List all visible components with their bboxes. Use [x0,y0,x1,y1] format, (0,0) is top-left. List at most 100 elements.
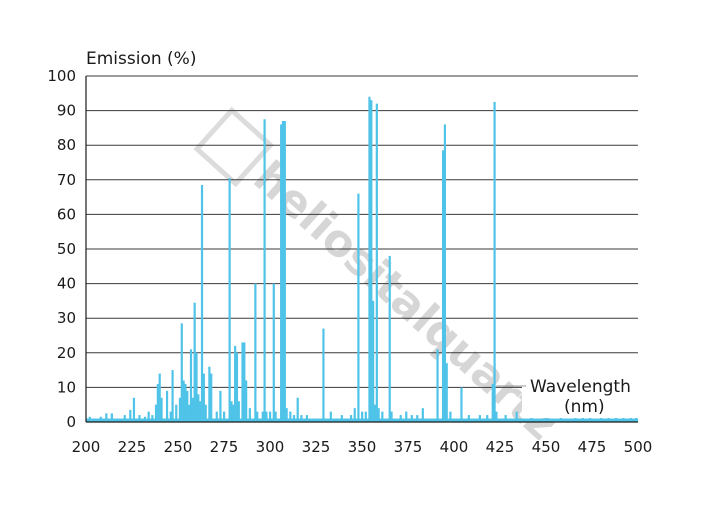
emission-line-bar [204,404,207,422]
grid-layer: 0 10 20 30 40 50 60 70 80 90 100 200 225 250 275 300 325… [47,67,652,456]
emission-line-bar [449,411,452,422]
emission-line-bar [504,415,507,422]
emission-line-bar [202,373,205,422]
x-axis-label-line1: Wavelength [530,377,631,397]
emission-line-bar [305,415,308,422]
emission-line-bar [263,119,266,422]
emission-line-bar [265,411,268,422]
y-axis-label: Emission (%) [86,49,196,69]
emission-line-bar [329,411,332,422]
emission-line-bar [195,352,198,422]
y-tick-label: 90 [57,102,76,120]
emission-line-bar [515,411,518,422]
emission-line-bar [322,328,325,422]
emission-line-bar [123,415,126,422]
x-tick-label: 200 [72,438,101,456]
emission-line-bar [256,411,259,422]
emission-line-bar [88,416,91,422]
emission-line-bar [421,408,424,422]
emission-line-bar [486,415,489,422]
emission-line-bar [377,408,380,422]
watermark: heliositalquartz [193,106,568,451]
emission-line-bar [296,397,299,422]
emission-line-bar [154,404,158,422]
emission-line-bar [349,415,353,422]
emission-line-bar [94,418,97,422]
emission-line-bar [368,96,371,422]
emission-line-bar [372,300,375,422]
emission-line-bar [399,415,402,422]
emission-line-bar [151,415,154,422]
x-tick-label: 225 [118,438,147,456]
emission-line-bar [364,411,367,422]
emission-line-bar [228,178,231,422]
emission-line-bar [405,411,408,422]
emission-line-bar [285,408,288,422]
emission-line-bar [416,415,419,422]
emission-line-bar [361,411,364,422]
emission-line-bar [219,390,222,422]
emission-line-bar [381,411,384,422]
emission-line-bar [143,416,147,422]
emission-line-bar [210,373,213,422]
emission-line-bar [99,416,102,422]
emission-line-bar [410,415,413,422]
emission-line-bar [175,404,178,422]
emission-line-bar [545,415,548,422]
emission-line-bar [186,390,189,422]
emission-line-bar [340,415,343,422]
y-tick-label: 10 [57,378,76,396]
emission-line-bar [495,411,498,422]
emission-line-bar [132,397,136,422]
y-tick-label: 80 [57,136,76,154]
emission-line-bar [283,120,286,422]
emission-line-bar [234,345,237,422]
x-tick-label: 325 [302,438,331,456]
y-tick-label: 50 [57,240,76,258]
x-axis-label: Wavelength (nm) [496,372,644,418]
x-tick-label: 500 [624,438,653,456]
x-tick-label: 475 [578,438,607,456]
emission-line-bar [460,387,463,422]
x-tick-label: 350 [348,438,377,456]
emission-line-bar [467,415,470,422]
emission-line-bar [223,411,226,422]
bars-layer [88,96,638,423]
emission-line-bar [180,323,183,422]
emission-line-bar [237,401,240,422]
emission-line-bar [272,283,275,422]
emission-line-bar [441,150,445,422]
emission-line-bar [491,383,494,422]
emission-line-bar [147,411,150,422]
emission-line-bar [188,404,191,422]
emission-line-bar [129,409,132,422]
y-tick-label: 30 [57,309,76,327]
emission-line-bar [478,415,481,422]
x-tick-label: 450 [532,438,561,456]
x-tick-label: 425 [486,438,515,456]
emission-line-bar [443,124,446,422]
emission-line-bar [158,373,161,422]
emission-line-bar [200,184,204,422]
emission-line-bar [436,349,439,422]
emission-line-bar [138,415,141,422]
emission-line-bar [353,408,356,422]
emission-line-bar [559,415,562,422]
watermark-text: heliositalquartz [244,152,568,451]
emission-line-bar [289,411,292,422]
y-tick-label: 70 [57,171,76,189]
emission-line-bar [165,390,169,422]
emission-line-bar [281,120,285,422]
emission-line-bar [182,380,185,422]
emission-line-bar [390,411,393,422]
x-tick-label: 375 [394,438,423,456]
emission-line-bar [230,401,233,422]
emission-line-bar [156,383,159,422]
emission-line-bar [160,397,163,422]
emission-line-bar [241,342,244,422]
emission-line-bar [530,415,533,422]
emission-line-bar [373,404,377,422]
emission-line-bar [493,101,496,422]
x-tick-label: 275 [210,438,239,456]
